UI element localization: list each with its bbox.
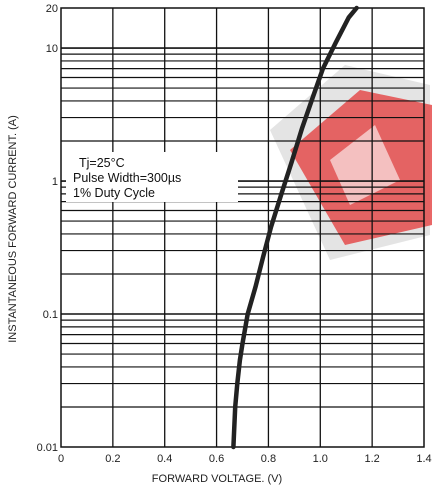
y-tick-label: 20 [46, 3, 58, 15]
y-tick-label: 0.1 [43, 309, 58, 321]
x-tick-label: 1.2 [364, 453, 379, 465]
grid [61, 8, 424, 447]
annotation-box [66, 152, 238, 202]
x-tick-label: 0.2 [105, 453, 120, 465]
x-tick-label: 1.4 [416, 453, 431, 465]
y-axis-title: INSTANTANEOUS FORWARD CURRENT. (A) [7, 115, 19, 343]
y-tick-label: 0.01 [37, 442, 58, 454]
x-tick-label: 0.8 [261, 453, 276, 465]
y-tick-label: 10 [46, 43, 58, 55]
series-line [231, 5, 359, 450]
x-tick-label: 1.0 [313, 453, 328, 465]
annotation-duty: 1% Duty Cycle [73, 186, 155, 200]
plot-frame [60, 7, 425, 448]
x-tick-label: 0.4 [157, 453, 172, 465]
condition-annotation: Tj=25°C Pulse Width=300µs 1% Duty Cycle [66, 152, 238, 202]
x-tick-labels: 0 0.2 0.4 0.6 0.8 1.0 1.2 1.4 [58, 453, 432, 465]
y-tick-label: 1 [52, 176, 58, 188]
x-axis-title: FORWARD VOLTAGE. (V) [152, 473, 282, 485]
x-tick-label: 0.6 [209, 453, 224, 465]
y-tick-labels: 0.01 0.1 1 10 20 [37, 3, 58, 454]
x-tick-label: 0 [58, 453, 64, 465]
annotation-pulse: Pulse Width=300µs [73, 171, 181, 185]
watermark-logo [270, 65, 432, 260]
annotation-temp: Tj=25°C [79, 156, 125, 170]
